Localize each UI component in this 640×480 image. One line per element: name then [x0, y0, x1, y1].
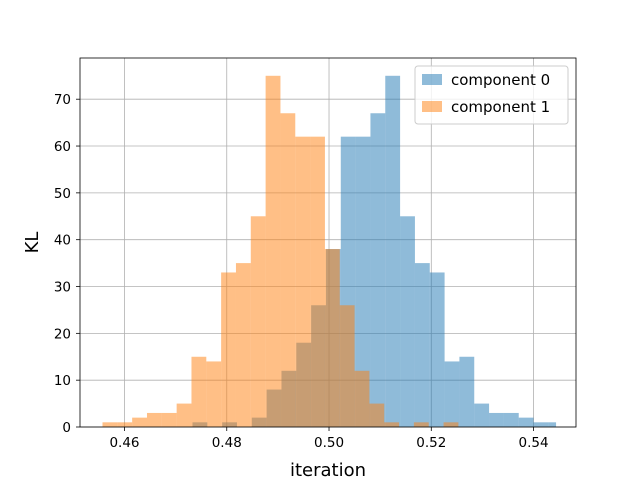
- axis-ticks: 0.46 0.48 0.50 0.52 0.54 0 10 20 30 40 50 60 70: [54, 92, 549, 451]
- bar-series-1-bin-2: [132, 417, 147, 427]
- bar-series-1-bin-16: [339, 305, 355, 427]
- bar-series-1-bin-17: [354, 370, 370, 427]
- x-tick-label-1: 0.48: [212, 435, 242, 451]
- bar-series-1-bin-21: [443, 422, 459, 427]
- bar-series-1-bin-12: [280, 113, 296, 427]
- bar-series-0-bin-20: [518, 417, 534, 427]
- bar-series-1-bin-19: [384, 422, 400, 427]
- bar-series-1-bin-13: [295, 136, 311, 427]
- legend-label-component-0: component 0: [451, 71, 550, 89]
- bar-series-0-bin-18: [489, 412, 504, 427]
- bar-series-1-bin-11: [265, 75, 281, 427]
- legend-swatch-component-1: [422, 101, 442, 112]
- y-tick-label-2: 20: [54, 326, 71, 342]
- bar-series-0-bin-17: [474, 403, 490, 427]
- grid: [80, 58, 576, 428]
- bar-series-0-bin-15: [444, 361, 460, 427]
- series-1-bars: [102, 75, 459, 427]
- y-tick-label-3: 30: [54, 280, 71, 296]
- y-axis-label: KL: [22, 232, 43, 254]
- bar-series-1-bin-14: [310, 136, 325, 427]
- bar-series-0-bin-10: [370, 113, 386, 427]
- bar-series-0-bin-21: [533, 422, 549, 427]
- y-tick-label-4: 40: [54, 233, 71, 249]
- bar-series-1-bin-0: [102, 422, 118, 427]
- y-tick-label-6: 60: [54, 139, 71, 155]
- bar-series-0-bin-14: [429, 272, 445, 427]
- x-tick-label-3: 0.52: [416, 435, 446, 451]
- bar-series-1-bin-20: [413, 422, 429, 427]
- bar-series-0-bin-19: [503, 412, 519, 427]
- y-tick-label-1: 10: [54, 373, 71, 389]
- legend: component 0 component 1: [414, 65, 569, 125]
- bar-series-1-bin-4: [161, 412, 177, 427]
- bar-series-1-bin-9: [235, 263, 251, 427]
- bar-series-0-bin-22: [548, 422, 557, 427]
- bar-series-1-bin-6: [191, 356, 207, 427]
- bar-series-0-bin-13: [414, 263, 430, 427]
- bar-series-1-bin-10: [250, 216, 266, 427]
- bar-series-0-bin-11: [385, 75, 401, 427]
- x-tick-label-2: 0.50: [314, 435, 344, 451]
- histogram-bars: [102, 75, 557, 427]
- bar-series-1-bin-8: [221, 272, 236, 427]
- x-axis-label: iteration: [290, 460, 366, 480]
- plot-frame: [79, 57, 577, 428]
- bar-series-0-bin-12: [400, 216, 415, 427]
- x-tick-label-4: 0.54: [519, 435, 549, 451]
- bar-series-1-bin-1: [117, 422, 133, 427]
- bar-series-1-bin-15: [324, 249, 340, 427]
- y-tick-label-0: 0: [62, 420, 71, 436]
- bar-series-1-bin-3: [146, 412, 162, 427]
- bar-series-1-bin-18: [369, 403, 385, 427]
- x-tick-label-0: 0.46: [109, 435, 139, 451]
- bar-series-1-bin-7: [206, 361, 222, 427]
- bar-series-0-bin-9: [355, 136, 371, 427]
- bar-series-0-bin-16: [459, 356, 475, 427]
- y-tick-label-7: 70: [54, 92, 71, 108]
- legend-box: [414, 65, 569, 125]
- y-tick-label-5: 50: [54, 186, 71, 202]
- bar-series-1-bin-5: [176, 403, 192, 427]
- legend-label-component-1: component 1: [451, 98, 550, 116]
- legend-swatch-component-0: [422, 74, 442, 85]
